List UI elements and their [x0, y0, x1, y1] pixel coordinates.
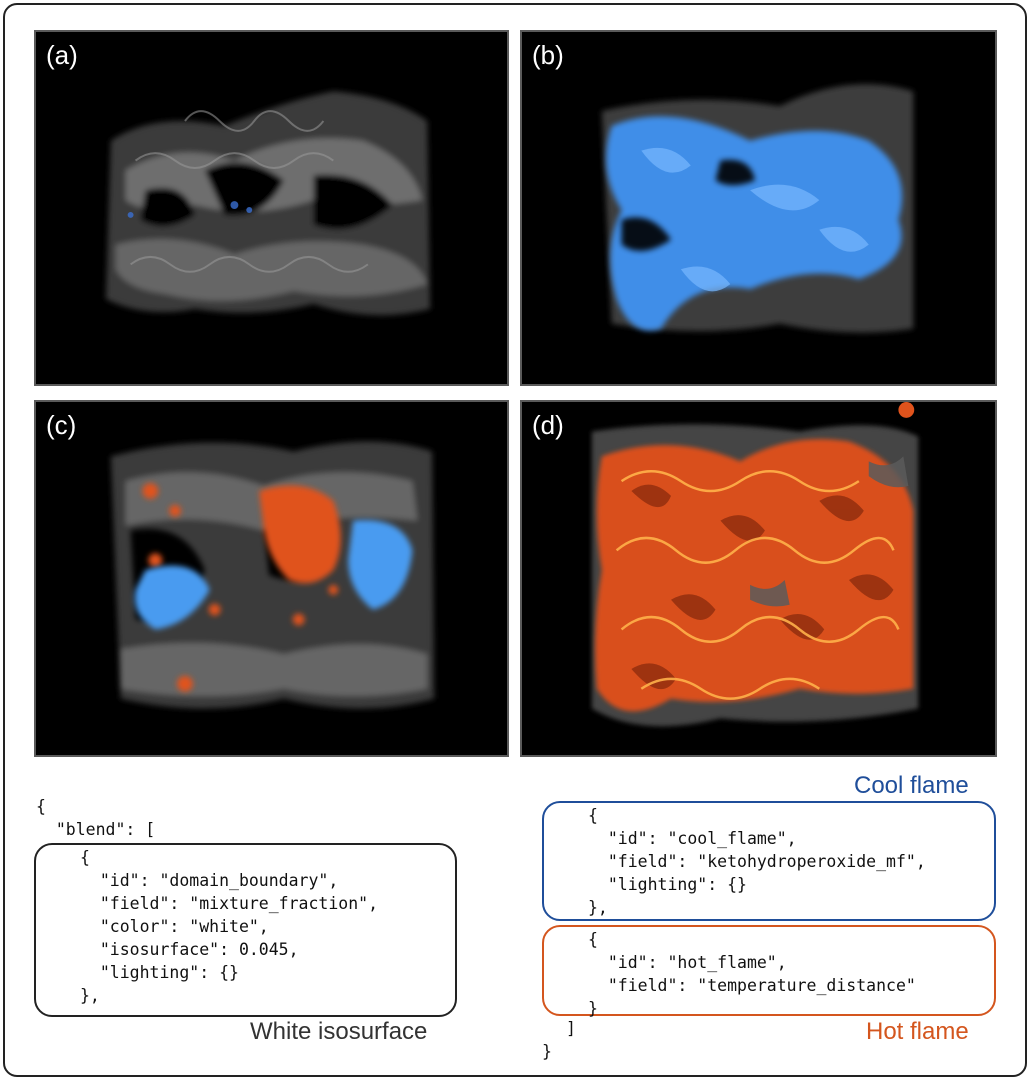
- left-code-outer: { "blend": [: [36, 797, 156, 839]
- cool-flame-caption: Cool flame: [854, 772, 969, 799]
- hot-flame-code: { "id": "hot_flame", "field": "temperatu…: [588, 930, 916, 1018]
- cool-flame-code: { "id": "cool_flame", "field": "ketohydr…: [588, 806, 926, 917]
- cool-flame-box: [542, 801, 996, 921]
- panel-d: (d): [520, 400, 997, 757]
- panel-b-label: (b): [532, 40, 564, 70]
- white-isosurface-box: [34, 843, 457, 1017]
- panel-c: (c): [34, 400, 509, 757]
- panel-c-render: [110, 441, 435, 709]
- hot-flame-box: [542, 925, 996, 1016]
- left-code-inner: { "id": "domain_boundary", "field": "mix…: [80, 848, 379, 1005]
- right-close-bracket: ]: [566, 1019, 576, 1038]
- panel-a-label: (a): [46, 40, 78, 70]
- hot-flame-caption: Hot flame: [866, 1018, 969, 1045]
- panel-b-render: [601, 84, 914, 333]
- panel-d-render: [591, 402, 919, 727]
- panel-b: (b): [520, 30, 997, 386]
- panel-a: (a): [34, 30, 509, 386]
- panel-c-label: (c): [46, 410, 77, 440]
- white-isosurface-caption: White isosurface: [250, 1018, 428, 1045]
- panel-a-render: [105, 91, 431, 316]
- right-close-brace: }: [542, 1042, 552, 1061]
- panel-d-label: (d): [532, 410, 564, 440]
